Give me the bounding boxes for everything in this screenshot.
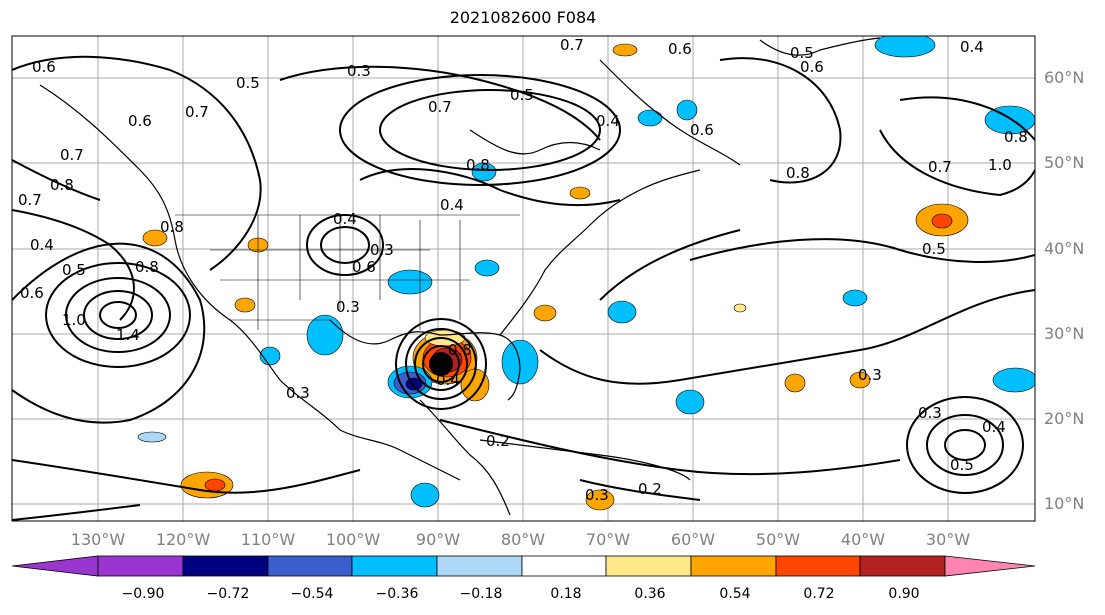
colorbar — [11, 555, 1036, 577]
contour-label: 0.4 — [333, 210, 357, 228]
lat-label-60n: 60°N — [1044, 68, 1085, 87]
contour-label: 0.4 — [440, 196, 464, 214]
colorbar-segment — [605, 555, 692, 577]
colorbar-segment — [521, 555, 607, 577]
contour-label: 0.8 — [135, 258, 159, 276]
lon-label-50w: 50°W — [755, 530, 801, 549]
colorbar-segment — [351, 555, 438, 577]
contour-label: 0.7 — [18, 191, 42, 209]
contour-label: 0.7 — [60, 146, 84, 164]
shaded-anomalies — [137, 36, 1035, 511]
contour-label-group: 0.6 0.3 0.7 0.5 0.6 0.5 0.6 0.7 0.7 0.6 … — [18, 36, 1028, 504]
contour-label: 0.7 — [560, 36, 584, 54]
contour-label: 0.3 — [918, 404, 942, 422]
contour-label: 0.5 — [62, 261, 86, 279]
contour-label: 0.2 — [638, 480, 662, 498]
contour-label: 0.5 — [922, 240, 946, 258]
colorbar-segment — [97, 555, 184, 577]
colorbar-segment — [690, 555, 777, 577]
contour-label: 0.6 — [32, 58, 56, 76]
contour-label: 0.7 — [428, 98, 452, 116]
lat-label-10n: 10°N — [1044, 494, 1085, 513]
colorbar-tick: 0.36 — [634, 586, 666, 602]
contour-label: 0.5 — [950, 456, 974, 474]
colorbar-segment — [436, 555, 523, 577]
contour-label: 0.8 — [448, 341, 472, 359]
lon-label-70w: 70°W — [585, 530, 631, 549]
contour-label: 0.6 — [800, 58, 824, 76]
lon-label-90w: 90°W — [415, 530, 461, 549]
contour-label: 0.8 — [50, 176, 74, 194]
colorbar-tick: 0.54 — [719, 586, 751, 602]
coastlines — [39, 37, 881, 516]
contour-label: 0.7 — [185, 103, 209, 121]
lon-label-130w: 130°W — [70, 530, 126, 549]
contour-label: 0.8 — [466, 156, 490, 174]
lon-label-80w: 80°W — [500, 530, 546, 549]
contour-label: 0.5 — [510, 86, 534, 104]
contour-label: 0.3 — [336, 298, 360, 316]
contour-label: 1.4 — [116, 326, 140, 344]
contour-label: 0.5 — [236, 74, 260, 92]
map-title: 2021082600 F084 — [449, 8, 597, 27]
lat-label-40n: 40°N — [1044, 239, 1085, 258]
lon-label-30w: 30°W — [925, 530, 971, 549]
colorbar-segment — [775, 555, 861, 577]
colorbar-upper-extend — [944, 555, 1036, 577]
contour-label: 0.4 — [436, 371, 460, 389]
colorbar-tick: −0.72 — [206, 586, 250, 602]
contour-label: 0.6 — [20, 284, 44, 302]
colorbar-tick: −0.18 — [459, 586, 503, 602]
contour-label: 0.4 — [596, 112, 620, 130]
contour-label: 0.8 — [786, 164, 810, 182]
lon-label-120w: 120°W — [155, 530, 211, 549]
contour-label: 0.8 — [160, 218, 184, 236]
contour-label: 0.4 — [960, 38, 984, 56]
contour-label: 0.4 — [30, 236, 54, 254]
graticule — [12, 36, 1035, 521]
contour-label: 0.5 — [790, 44, 814, 62]
contour-label: 0.3 — [858, 366, 882, 384]
colorbar-segment — [859, 555, 946, 577]
lon-label-40w: 40°W — [840, 530, 886, 549]
contour-label: 0.3 — [347, 62, 371, 80]
colorbar-segment — [182, 555, 269, 577]
colorbar-segment — [267, 555, 353, 577]
lat-label-20n: 20°N — [1044, 409, 1085, 428]
lon-label-110w: 110°W — [240, 530, 296, 549]
colorbar-tick: −0.54 — [290, 586, 334, 602]
contour-label: 1.0 — [988, 156, 1012, 174]
contour-label: 0.7 — [928, 158, 952, 176]
lat-label-50n: 50°N — [1044, 153, 1085, 172]
contour-label: 1.0 — [62, 311, 86, 329]
contour-label: 0.6 — [352, 258, 376, 276]
contour-label: 0.6 — [690, 121, 714, 139]
map-frame — [11, 35, 1036, 522]
colorbar-tick: 0.18 — [550, 586, 582, 602]
contour-label: 0.8 — [1004, 128, 1028, 146]
colorbar-tick: 0.72 — [803, 586, 835, 602]
lat-label-30n: 30°N — [1044, 324, 1085, 343]
contour-lines — [12, 55, 1035, 521]
colorbar-lower-extend — [11, 555, 99, 577]
colorbar-tick: 0.90 — [888, 586, 920, 602]
contour-label: 0.3 — [370, 241, 394, 259]
contour-label: 0.3 — [585, 486, 609, 504]
lon-label-60w: 60°W — [670, 530, 716, 549]
contour-label: 0.2 — [486, 432, 510, 450]
contour-label: 0.3 — [286, 384, 310, 402]
colorbar-tick: −0.36 — [375, 586, 419, 602]
lon-label-100w: 100°W — [325, 530, 381, 549]
contour-label: 0.6 — [128, 112, 152, 130]
colorbar-tick: −0.90 — [121, 586, 165, 602]
contour-label: 0.4 — [982, 418, 1006, 436]
contour-label: 0.6 — [668, 40, 692, 58]
